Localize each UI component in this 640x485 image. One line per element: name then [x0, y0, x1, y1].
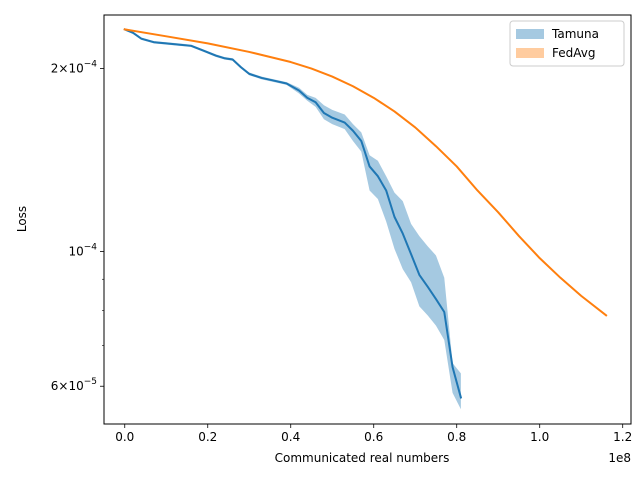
x-tick-label: 1.0: [530, 430, 549, 444]
y-axis-ticks: 2×10−410−46×10−5: [51, 60, 104, 393]
legend-swatch-tamuna: [516, 29, 544, 39]
x-axis-offset-label: 1e8: [608, 451, 631, 465]
legend-label-tamuna: Tamuna: [551, 27, 599, 41]
line-fedavg: [123, 28, 608, 317]
x-tick-label: 0.8: [447, 430, 466, 444]
x-tick-label: 1.2: [613, 430, 632, 444]
legend-frame: [509, 20, 625, 67]
band-tamuna: [124, 28, 461, 410]
x-tick-label: 0.6: [364, 430, 383, 444]
x-tick-label: 0.4: [281, 430, 300, 444]
y-axis-label: Loss: [15, 206, 29, 232]
legend-swatch-fedavg: [516, 48, 544, 58]
legend: Tamuna FedAvg: [509, 20, 625, 67]
x-axis-label: Communicated real numbers: [275, 451, 450, 465]
x-tick-label: 0.0: [115, 430, 134, 444]
plot-area: [123, 28, 608, 410]
x-tick-label: 0.2: [198, 430, 217, 444]
x-axis-ticks: 0.0 0.2 0.4 0.6 0.8 1.0 1.2: [115, 424, 632, 444]
legend-label-fedavg: FedAvg: [552, 46, 595, 60]
plot-frame: [103, 14, 632, 425]
line-tamuna: [123, 28, 463, 399]
